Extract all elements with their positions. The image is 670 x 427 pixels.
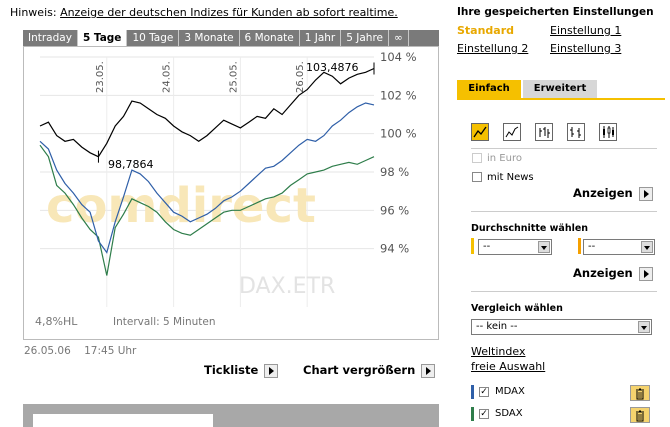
- ohlc-chart-icon[interactable]: [535, 123, 553, 141]
- y-tick-label: 94 %: [380, 242, 409, 256]
- in-euro-checkbox[interactable]: [472, 153, 482, 163]
- mit-news-checkbox[interactable]: [472, 172, 482, 182]
- line-chart-icon[interactable]: [471, 123, 489, 141]
- chevron-down-icon: [641, 241, 653, 253]
- hint-line: Hinweis: Anzeige der deutschen Indizes f…: [10, 6, 398, 19]
- setting-einstellung-3[interactable]: Einstellung 3: [550, 42, 622, 55]
- weltindex-link[interactable]: Weltindex: [471, 345, 526, 358]
- y-tick-label: 100 %: [380, 127, 417, 141]
- anzeigen-button-1[interactable]: Anzeigen: [573, 186, 653, 201]
- tab-5-jahre[interactable]: 5 Jahre: [341, 30, 389, 46]
- time-range-tabs: Intraday 5 Tage 10 Tage 3 Monate 6 Monat…: [23, 30, 439, 46]
- mdax-delete-button[interactable]: [630, 385, 650, 401]
- anzeigen-label: Anzeigen: [573, 186, 633, 200]
- compare-value: -- kein --: [476, 321, 518, 332]
- sdax-label: SDAX: [495, 408, 523, 419]
- arrow-right-icon: [421, 363, 436, 378]
- ad-banner[interactable]: [23, 404, 439, 427]
- low-label: 98,7864: [108, 158, 154, 171]
- price-chart: comdirect DAX.ETR 23.05. 24.05. 25.05. 26.0…: [23, 46, 439, 340]
- tab-erweitert[interactable]: Erweitert: [523, 80, 597, 98]
- average-2-value: --: [588, 241, 596, 252]
- stat-hl: 4,8%HL: [35, 315, 78, 328]
- series-line-mdax: [39, 102, 375, 254]
- instrument-watermark: DAX.ETR: [239, 274, 335, 299]
- date-stamp: 26.05.06 17:45 Uhr: [24, 345, 136, 357]
- arrow-right-icon: [638, 266, 653, 281]
- mode-tabs: Einfach Erweitert: [457, 80, 665, 100]
- chart-enlarge-label: Chart vergrößern: [303, 363, 416, 377]
- day-label: 25.05.: [228, 61, 239, 93]
- day-label: 24.05.: [162, 61, 173, 93]
- sdax-color-swatch: [471, 407, 474, 421]
- chevron-down-icon: [538, 241, 550, 253]
- chart-grid: [40, 56, 374, 307]
- banner-logo-area: [33, 414, 213, 427]
- saved-settings-title: Ihre gespeicherten Einstellungen: [457, 6, 654, 18]
- average-2-color: [578, 238, 581, 254]
- series-line-dax-etr: [39, 67, 375, 158]
- compare-title: Vergleich wählen: [471, 303, 563, 314]
- day-label: 23.05.: [95, 61, 106, 93]
- setting-einstellung-2[interactable]: Einstellung 2: [457, 42, 529, 55]
- mountain-chart-icon[interactable]: [503, 123, 521, 141]
- divider: [471, 148, 657, 149]
- tab-10-tage[interactable]: 10 Tage: [127, 30, 180, 46]
- anzeigen-button-2[interactable]: Anzeigen: [573, 266, 653, 281]
- mdax-label: MDAX: [495, 386, 525, 397]
- average-1-value: --: [483, 241, 491, 252]
- compare-select[interactable]: -- kein --: [471, 319, 652, 335]
- anzeigen-label: Anzeigen: [573, 266, 633, 280]
- average-2-select[interactable]: --: [583, 239, 655, 255]
- arrow-right-icon: [638, 186, 653, 201]
- bar-chart-icon[interactable]: [567, 123, 585, 141]
- freie-auswahl-link[interactable]: freie Auswahl: [471, 360, 546, 373]
- y-tick-label: 96 %: [380, 203, 409, 217]
- averages-title: Durchschnitte wählen: [471, 223, 589, 234]
- divider: [471, 211, 657, 212]
- date-value: 26.05.06: [24, 345, 71, 357]
- day-label: 26.05.: [295, 61, 306, 93]
- mit-news-label: mit News: [487, 172, 534, 183]
- interval-label: Intervall: 5 Minuten: [113, 316, 216, 328]
- average-1-select[interactable]: --: [478, 239, 552, 255]
- average-1-color: [471, 238, 474, 254]
- tab-einfach[interactable]: Einfach: [457, 80, 521, 98]
- tickliste-label: Tickliste: [204, 363, 259, 377]
- y-tick-label: 102 %: [380, 88, 417, 102]
- y-tick-label: 98 %: [380, 165, 409, 179]
- trash-icon: [636, 410, 644, 422]
- realtime-link[interactable]: Anzeige der deutschen Indizes für Kunden…: [60, 6, 398, 19]
- mdax-checkbox[interactable]: ✓: [479, 387, 489, 397]
- sdax-checkbox[interactable]: ✓: [479, 409, 489, 419]
- chevron-down-icon: [638, 321, 650, 333]
- y-axis-ticks: 104 % 102 % 100 % 98 % 96 % 94 %: [380, 50, 417, 256]
- chart-enlarge-button[interactable]: Chart vergrößern: [303, 363, 436, 378]
- setting-standard[interactable]: Standard: [457, 24, 515, 37]
- tab-6-monate[interactable]: 6 Monate: [240, 30, 300, 46]
- time-value: 17:45 Uhr: [84, 345, 137, 357]
- series-line-sdax: [39, 144, 375, 276]
- high-label: 103,4876: [306, 61, 359, 74]
- candlestick-chart-icon[interactable]: [599, 123, 617, 141]
- hint-prefix: Hinweis:: [10, 6, 57, 19]
- tickliste-button[interactable]: Tickliste: [204, 363, 279, 378]
- watermark-logo: comdirect: [46, 178, 316, 234]
- arrow-right-icon: [264, 363, 279, 378]
- tab-intraday[interactable]: Intraday: [23, 30, 78, 46]
- tab-5-tage[interactable]: 5 Tage: [77, 30, 128, 46]
- tab-max[interactable]: ∞: [389, 30, 409, 46]
- divider: [471, 291, 657, 292]
- chart-series: [39, 62, 375, 276]
- sdax-delete-button[interactable]: [630, 407, 650, 423]
- tab-3-monate[interactable]: 3 Monate: [179, 30, 240, 46]
- day-labels: 23.05. 24.05. 25.05. 26.05.: [95, 61, 306, 93]
- in-euro-label: in Euro: [487, 153, 522, 164]
- setting-einstellung-1[interactable]: Einstellung 1: [550, 24, 622, 37]
- mdax-color-swatch: [471, 385, 474, 399]
- trash-icon: [636, 388, 644, 400]
- chart-canvas: comdirect DAX.ETR 23.05. 24.05. 25.05. 26.0…: [39, 50, 417, 307]
- y-tick-label: 104 %: [380, 50, 417, 64]
- tab-1-jahr[interactable]: 1 Jahr: [300, 30, 342, 46]
